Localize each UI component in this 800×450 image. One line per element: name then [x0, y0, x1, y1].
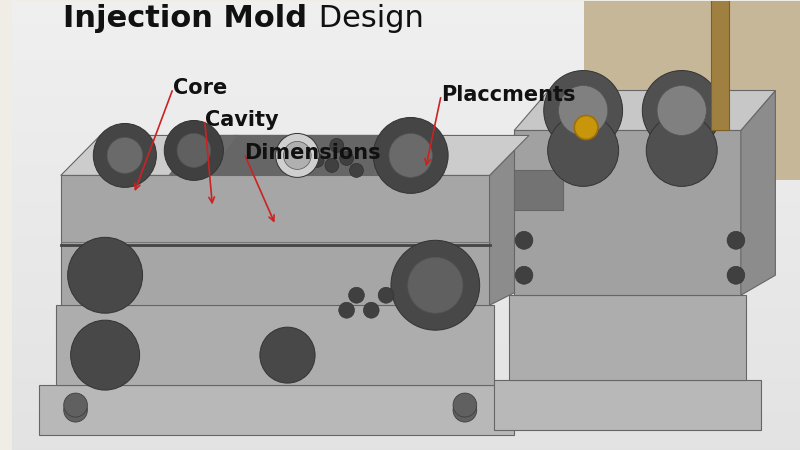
Circle shape: [94, 123, 156, 187]
Polygon shape: [490, 135, 529, 305]
Circle shape: [330, 139, 344, 153]
Circle shape: [338, 302, 354, 318]
Circle shape: [646, 114, 718, 186]
Circle shape: [657, 86, 706, 135]
Circle shape: [515, 231, 533, 249]
Polygon shape: [510, 295, 746, 380]
Text: Injection Mold: Injection Mold: [63, 4, 307, 33]
Circle shape: [260, 327, 315, 383]
Polygon shape: [514, 130, 741, 295]
Circle shape: [363, 302, 379, 318]
Circle shape: [558, 86, 608, 135]
Polygon shape: [61, 176, 490, 305]
Circle shape: [642, 71, 721, 150]
Circle shape: [340, 152, 354, 166]
Circle shape: [68, 237, 142, 313]
Circle shape: [453, 393, 477, 417]
Circle shape: [391, 240, 480, 330]
Circle shape: [544, 71, 622, 150]
Polygon shape: [61, 135, 529, 176]
Circle shape: [349, 287, 364, 303]
Circle shape: [378, 287, 394, 303]
Circle shape: [276, 134, 319, 177]
Polygon shape: [56, 305, 494, 385]
Circle shape: [64, 398, 87, 422]
Circle shape: [350, 163, 363, 177]
Circle shape: [727, 231, 745, 249]
Circle shape: [325, 158, 338, 172]
Polygon shape: [39, 385, 514, 435]
Circle shape: [310, 153, 324, 167]
Text: Cavity: Cavity: [205, 110, 278, 130]
Circle shape: [283, 141, 311, 169]
Circle shape: [727, 266, 745, 284]
Text: Design: Design: [309, 4, 424, 33]
Circle shape: [107, 137, 142, 173]
Polygon shape: [170, 135, 238, 176]
Text: Dimensions: Dimensions: [244, 144, 381, 163]
Polygon shape: [204, 135, 406, 176]
Bar: [711, 0, 729, 130]
Text: Core: Core: [173, 78, 227, 98]
Circle shape: [515, 266, 533, 284]
Circle shape: [374, 117, 448, 194]
Circle shape: [177, 134, 210, 167]
Polygon shape: [741, 90, 775, 295]
Circle shape: [574, 116, 598, 140]
Text: Placcments: Placcments: [442, 85, 576, 105]
Circle shape: [548, 114, 618, 186]
Circle shape: [453, 398, 477, 422]
Circle shape: [408, 257, 463, 313]
Polygon shape: [514, 90, 775, 130]
Circle shape: [389, 134, 432, 177]
Polygon shape: [371, 135, 440, 176]
Circle shape: [70, 320, 140, 390]
Polygon shape: [494, 380, 761, 430]
Circle shape: [64, 393, 87, 417]
Polygon shape: [514, 171, 563, 210]
Circle shape: [164, 121, 223, 180]
